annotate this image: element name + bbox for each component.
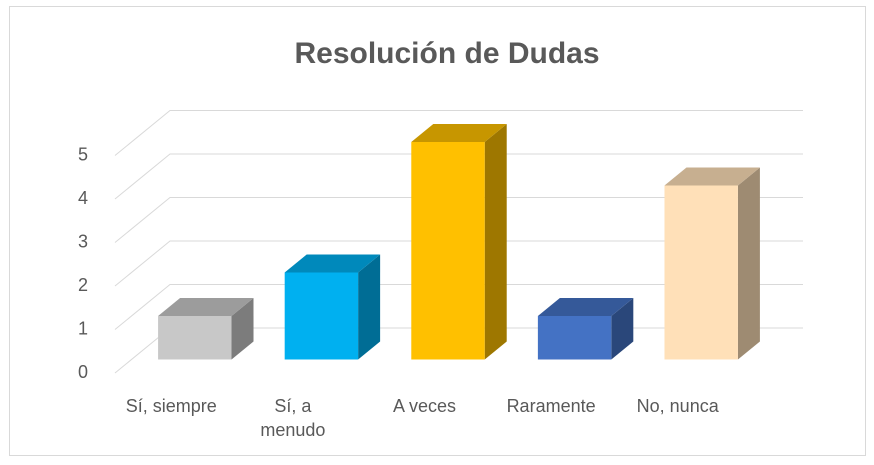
- y-tick-label: 4: [78, 188, 88, 208]
- bar-top: [664, 167, 760, 186]
- bar-top: [158, 298, 254, 316]
- grid-line: [114, 240, 803, 287]
- bar-top: [284, 254, 381, 273]
- x-tick-label: A veces: [392, 396, 457, 416]
- y-tick-label: 2: [78, 275, 88, 295]
- x-tick-label: Sí, a menudo: [260, 396, 326, 440]
- chart-title: Resolución de Dudas: [294, 37, 599, 70]
- bar: [664, 185, 738, 360]
- x-tick-label: No, nunca: [636, 396, 719, 416]
- bar: [537, 316, 612, 360]
- bar-side: [358, 254, 381, 360]
- bar-side: [611, 298, 634, 360]
- y-tick-label: 0: [78, 362, 88, 382]
- y-tick-label: 1: [78, 318, 88, 338]
- x-tick-label: Raramente: [506, 396, 596, 416]
- bar-side: [737, 167, 760, 360]
- y-tick-label: 5: [78, 144, 88, 164]
- bar: [284, 272, 359, 360]
- bar-top: [411, 124, 507, 142]
- grid-line: [114, 110, 803, 156]
- bar: [158, 316, 232, 360]
- x-tick-label: Sí, siempre: [125, 396, 217, 416]
- y-tick-label: 3: [78, 231, 88, 251]
- grid-line: [114, 284, 803, 330]
- grid-line: [114, 197, 803, 243]
- bar-top: [537, 298, 634, 316]
- grid-line: [114, 153, 803, 200]
- bar-side: [231, 298, 254, 360]
- bar-side: [484, 124, 507, 360]
- bar: [411, 142, 485, 360]
